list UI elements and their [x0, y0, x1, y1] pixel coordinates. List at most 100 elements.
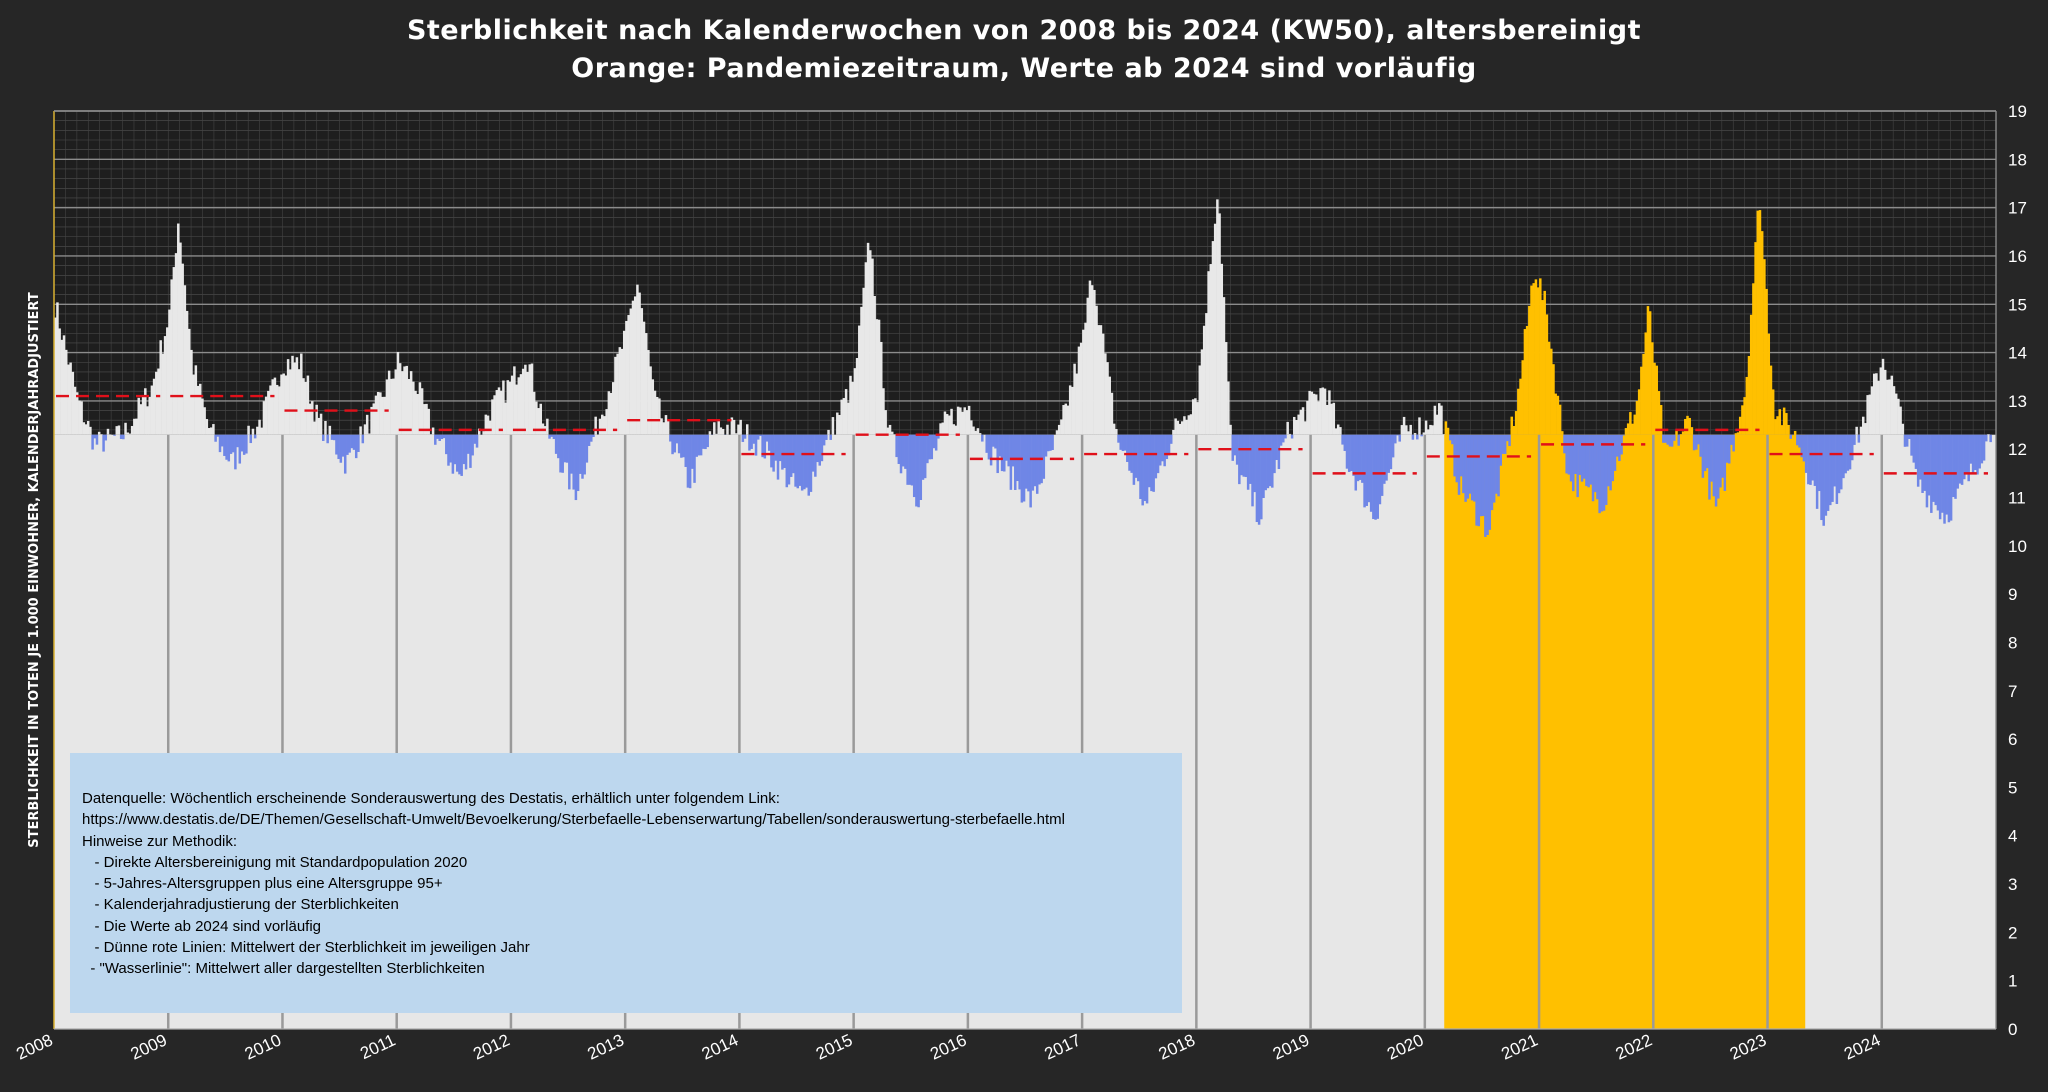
weekly-bar	[524, 364, 527, 435]
weekly-bar	[682, 434, 685, 458]
weekly-bar	[141, 395, 145, 435]
weekly-bar	[862, 287, 865, 435]
weekly-bar	[1697, 434, 1700, 445]
weekly-bar	[1602, 434, 1606, 511]
weekly-bar	[1350, 434, 1353, 471]
weekly-bar	[1747, 356, 1751, 435]
weekly-bar	[535, 401, 538, 435]
weekly-bar	[1758, 210, 1762, 435]
x-tick-label: 2023	[1727, 1030, 1769, 1063]
y-tick-label: 1	[2008, 972, 2017, 991]
weekly-bar	[570, 434, 573, 474]
weekly-bar	[181, 263, 184, 435]
weekly-bar	[1218, 213, 1221, 435]
weekly-bar	[1312, 393, 1316, 435]
weekly-bar	[249, 434, 253, 444]
weekly-bar	[528, 364, 532, 435]
weekly-bar	[829, 434, 832, 440]
weekly-bar	[1172, 429, 1175, 435]
x-tick-label: 2018	[1156, 1030, 1198, 1063]
y-tick-label: 15	[2008, 295, 2027, 314]
weekly-bar	[1877, 380, 1880, 435]
weekly-bar	[385, 379, 389, 435]
weekly-bar	[675, 434, 679, 444]
weekly-bar	[1358, 434, 1362, 480]
weekly-bar	[1231, 434, 1234, 461]
weekly-bar	[1000, 434, 1004, 472]
weekly-bar	[1552, 364, 1555, 435]
weekly-bar	[1985, 434, 1988, 442]
weekly-bar	[1732, 434, 1735, 452]
weekly-bar	[1622, 434, 1626, 436]
weekly-bar	[1189, 414, 1193, 435]
weekly-bar	[1947, 434, 1951, 523]
weekly-bar	[308, 403, 312, 435]
weekly-bar	[168, 309, 171, 435]
weekly-bar	[1668, 434, 1672, 447]
weekly-bar	[1626, 423, 1630, 435]
weekly-bar	[1730, 434, 1733, 445]
note-line: Datenquelle: Wöchentlich erscheinende So…	[82, 790, 780, 807]
weekly-bar	[1576, 434, 1579, 498]
weekly-bar	[1466, 434, 1470, 499]
weekly-bar	[1670, 434, 1674, 447]
weekly-bar	[552, 434, 556, 440]
weekly-bar	[1829, 434, 1832, 506]
weekly-bar	[1912, 434, 1916, 463]
weekly-bar	[1734, 433, 1738, 435]
weekly-bar	[1321, 387, 1325, 435]
weekly-bar	[1224, 342, 1228, 435]
weekly-bar	[579, 434, 582, 474]
weekly-bar	[1082, 329, 1085, 435]
weekly-bar	[1330, 403, 1333, 435]
weekly-bar	[482, 431, 485, 435]
weekly-bar	[409, 371, 413, 435]
weekly-bar	[1262, 434, 1265, 499]
y-tick-label: 16	[2008, 247, 2027, 266]
weekly-bar	[1701, 434, 1705, 478]
weekly-bar	[58, 328, 61, 435]
weekly-bar	[785, 434, 789, 488]
weekly-bar	[1033, 434, 1037, 487]
weekly-bar	[677, 434, 681, 454]
weekly-bar	[1295, 420, 1298, 435]
weekly-bar	[1435, 414, 1439, 435]
weekly-bar	[82, 422, 86, 435]
weekly-bar	[1448, 434, 1452, 441]
weekly-bar	[546, 418, 549, 435]
weekly-bar	[1187, 415, 1191, 435]
weekly-bar	[866, 242, 870, 435]
y-tick-label: 0	[2008, 1020, 2017, 1039]
weekly-bar	[1525, 325, 1529, 435]
weekly-bar	[1901, 423, 1905, 435]
weekly-bar	[1462, 434, 1465, 494]
weekly-bar	[1826, 434, 1830, 511]
weekly-bar	[1727, 434, 1731, 464]
weekly-bar	[223, 434, 226, 456]
weekly-bar	[1840, 434, 1843, 490]
weekly-bar	[739, 419, 742, 435]
weekly-bar	[906, 434, 909, 485]
weekly-bar	[1481, 434, 1485, 517]
weekly-bar	[390, 378, 393, 435]
weekly-bar	[1596, 434, 1599, 500]
weekly-bar	[671, 434, 674, 455]
weekly-bar	[1126, 434, 1129, 462]
weekly-bar	[1569, 434, 1573, 482]
weekly-bar	[1706, 434, 1709, 469]
weekly-bar	[1202, 325, 1206, 435]
weekly-bar	[84, 424, 88, 435]
weekly-bar	[1207, 271, 1210, 435]
weekly-bar	[607, 391, 611, 435]
weekly-bar	[614, 356, 617, 435]
weekly-bar	[998, 434, 1002, 457]
weekly-bar	[185, 310, 189, 435]
weekly-bar	[256, 426, 259, 435]
weekly-bar	[836, 412, 839, 435]
y-tick-label: 13	[2008, 392, 2027, 411]
weekly-bar	[1688, 417, 1691, 435]
weekly-bar	[778, 434, 782, 462]
weekly-bar	[699, 434, 703, 456]
weekly-bar	[216, 434, 220, 437]
weekly-bar	[174, 253, 178, 435]
